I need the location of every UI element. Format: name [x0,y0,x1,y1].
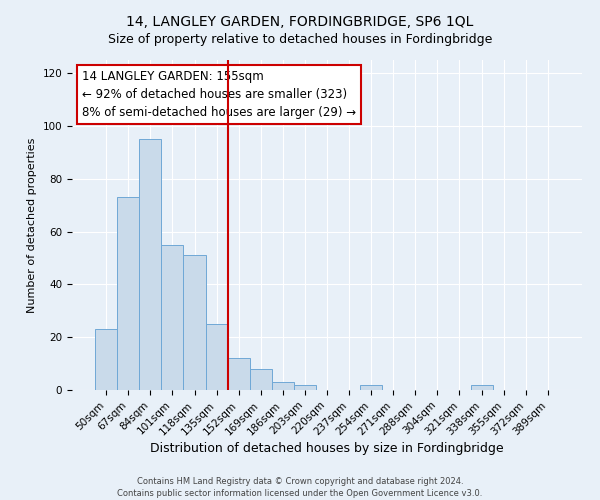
Bar [294,384,316,390]
Bar [360,384,382,390]
Bar [184,256,206,390]
Bar [227,358,250,390]
Bar [250,369,272,390]
Text: Size of property relative to detached houses in Fordingbridge: Size of property relative to detached ho… [108,32,492,46]
Bar [470,384,493,390]
Bar [272,382,294,390]
Text: 14, LANGLEY GARDEN, FORDINGBRIDGE, SP6 1QL: 14, LANGLEY GARDEN, FORDINGBRIDGE, SP6 1… [127,15,473,29]
Bar [139,139,161,390]
Bar [206,324,227,390]
Y-axis label: Number of detached properties: Number of detached properties [27,138,37,312]
Text: Contains HM Land Registry data © Crown copyright and database right 2024.
Contai: Contains HM Land Registry data © Crown c… [118,476,482,498]
Bar [95,330,117,390]
Text: 14 LANGLEY GARDEN: 155sqm
← 92% of detached houses are smaller (323)
8% of semi-: 14 LANGLEY GARDEN: 155sqm ← 92% of detac… [82,70,356,119]
X-axis label: Distribution of detached houses by size in Fordingbridge: Distribution of detached houses by size … [150,442,504,455]
Bar [161,245,184,390]
Bar [117,198,139,390]
